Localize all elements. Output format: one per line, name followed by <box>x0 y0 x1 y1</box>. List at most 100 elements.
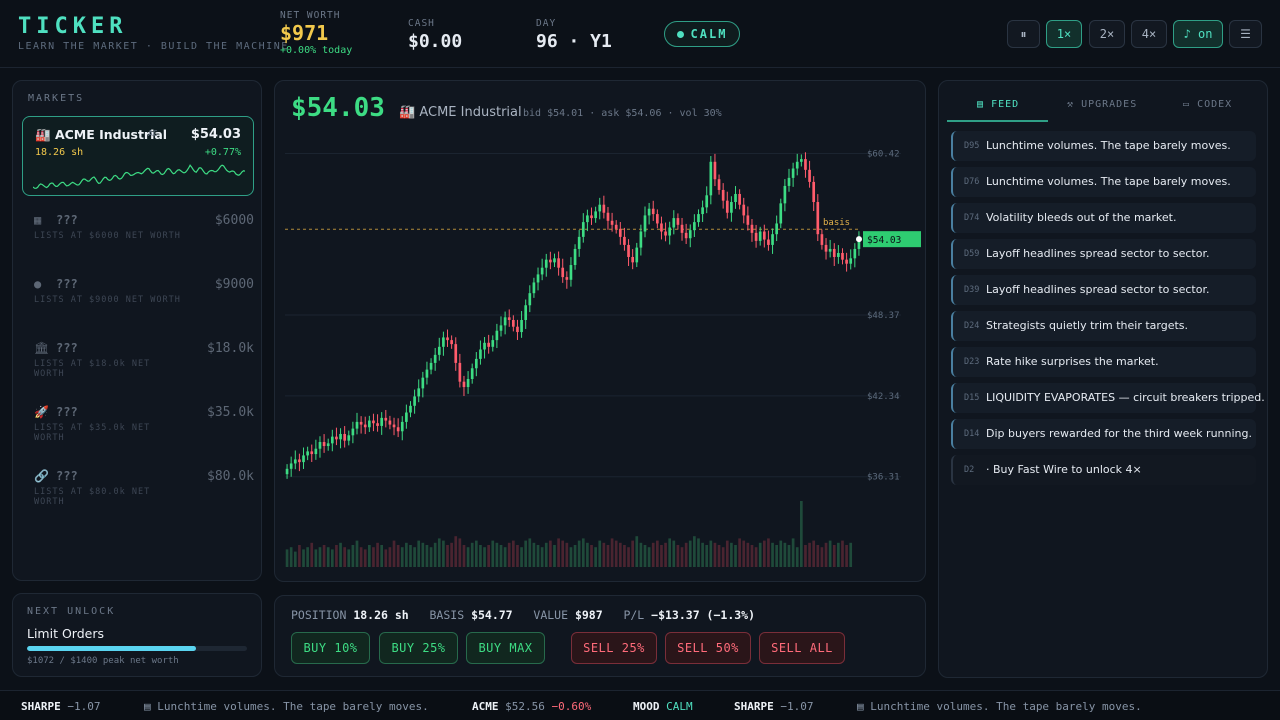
feed-item: D24 Strategists quietly trim their target… <box>951 311 1256 341</box>
candle-body <box>450 340 453 345</box>
volume-bar <box>627 547 630 567</box>
candle-body <box>470 368 474 379</box>
candle-body <box>680 224 684 233</box>
buy-10-button[interactable]: BUY 10% <box>291 632 370 664</box>
volume-bar <box>643 545 647 567</box>
market-item-locked-2[interactable]: ● ??? $9000 LISTS AT $9000 NET WORTH <box>34 277 254 327</box>
candle-body <box>742 204 746 216</box>
volume-bar <box>837 542 840 567</box>
circle-icon: ● <box>34 277 42 291</box>
sell-25-button[interactable]: SELL 25% <box>571 632 657 664</box>
volume-bar <box>775 545 778 567</box>
volume-bar <box>688 540 692 567</box>
candle-body <box>688 230 692 239</box>
menu-button[interactable]: ☰ <box>1229 20 1262 48</box>
volume-bar <box>400 547 404 567</box>
volume-bar <box>512 540 515 567</box>
value-label: VALUE <box>533 608 569 622</box>
volume-bar <box>557 538 560 567</box>
candle-body <box>442 337 445 347</box>
buy-max-button[interactable]: BUY MAX <box>466 632 545 664</box>
candle-body <box>606 212 610 221</box>
day-label: DAY <box>536 18 557 29</box>
position-value: 18.26 sh <box>353 608 409 622</box>
sound-toggle[interactable]: ♪ on <box>1173 20 1223 48</box>
volume-bar <box>499 545 503 567</box>
candle-body <box>573 248 577 266</box>
volume-bar <box>697 538 700 567</box>
market-item-locked-4[interactable]: 🚀 ??? $35.0k LISTS AT $35.0k NET WORTH <box>34 405 254 455</box>
volume-bar <box>701 542 704 567</box>
candle-body <box>610 220 614 225</box>
volume-bar <box>326 547 330 567</box>
chart-panel: $60.42 $48.37 $42.34 $36.31 basis $54.03 $54.… <box>274 80 926 582</box>
candle-body <box>524 305 528 320</box>
volume-bar <box>495 542 499 567</box>
price-chart[interactable]: $60.42 $48.37 $42.34 $36.31 basis $54.03 <box>275 81 927 583</box>
market-ticker: AC <box>148 129 158 138</box>
locked-note: LISTS AT $80.0k NET WORTH <box>34 487 151 507</box>
candle-body <box>779 203 783 224</box>
market-item-locked-3[interactable]: 🏛 ??? $18.0k LISTS AT $18.0k NET WORTH <box>34 341 254 391</box>
day-value: 96 · Y1 <box>536 31 612 52</box>
candle-body <box>549 259 552 263</box>
speed-1x-button[interactable]: 1× <box>1046 20 1082 48</box>
feed-item: D95 Lunchtime volumes. The tape barely mo… <box>951 131 1256 161</box>
tab-upgrades[interactable]: ⚒ UPGRADES <box>1067 99 1138 110</box>
sell-50-button[interactable]: SELL 50% <box>665 632 751 664</box>
speed-2x-button[interactable]: 2× <box>1089 20 1125 48</box>
feed-text: Volatility bleeds out of the market. <box>986 211 1177 224</box>
candle-body <box>660 223 663 232</box>
candle-body <box>664 231 667 236</box>
sell-all-button[interactable]: SELL ALL <box>759 632 845 664</box>
market-item-acme[interactable]: 🏭 ACME Industrial AC $54.03 18.26 sh +0.… <box>22 116 254 196</box>
volume-bar <box>289 547 293 567</box>
candle-body <box>417 388 421 397</box>
candle-body <box>577 236 581 249</box>
tab-feed[interactable]: ▤ FEED <box>977 99 1020 110</box>
market-item-locked-1[interactable]: ▦ ??? $6000 LISTS AT $6000 NET WORTH <box>34 213 254 263</box>
candle-body <box>643 215 647 232</box>
candle-body <box>639 231 643 248</box>
market-name: 🏭 ACME Industrial <box>35 127 168 142</box>
candle-body <box>433 354 437 363</box>
candle-body <box>532 282 536 294</box>
volume-bar <box>705 545 709 567</box>
candle-body <box>388 420 392 425</box>
volume-bar <box>614 540 618 567</box>
volume-bar <box>487 545 490 567</box>
position-summary: POSITION 18.26 sh BASIS $54.77 VALUE $98… <box>291 608 755 622</box>
feed-item: D14 Dip buyers rewarded for the third wee… <box>951 419 1256 449</box>
pause-button[interactable]: ⏸ <box>1007 20 1040 48</box>
volume-bar <box>433 542 437 567</box>
volume-bar <box>524 540 528 567</box>
volume-bar <box>491 540 495 567</box>
volume-bar <box>302 549 305 567</box>
volume-bar <box>314 549 318 567</box>
buy-25-button[interactable]: BUY 25% <box>379 632 458 664</box>
candle-body <box>841 252 844 260</box>
volume-bar <box>828 540 832 567</box>
speed-4x-button[interactable]: 4× <box>1131 20 1167 48</box>
candle-body <box>409 405 412 413</box>
tab-codex[interactable]: ▭ CODEX <box>1183 99 1233 110</box>
feed-day: D59 <box>964 249 980 259</box>
candle-body <box>857 239 861 249</box>
candle-body <box>330 436 334 444</box>
volume-bar <box>479 545 482 567</box>
market-item-locked-5[interactable]: 🔗 ??? $80.0k LISTS AT $80.0k NET WORTH <box>34 469 254 519</box>
candle-body <box>676 218 680 225</box>
volume-bar <box>372 547 375 567</box>
candle-body <box>808 169 811 182</box>
locked-price: $80.0k <box>207 469 254 484</box>
volume-bar <box>824 542 828 567</box>
candle-body <box>853 248 857 259</box>
feed-day: D24 <box>964 321 980 331</box>
feed-day: D2 <box>964 465 975 475</box>
candle-body <box>458 362 462 382</box>
volume-bar <box>450 542 453 567</box>
candle-body <box>343 433 346 441</box>
feed-text: Lunchtime volumes. The tape barely moves… <box>986 175 1231 188</box>
unlock-progress-fill <box>27 646 196 651</box>
volume-bar <box>503 547 507 567</box>
